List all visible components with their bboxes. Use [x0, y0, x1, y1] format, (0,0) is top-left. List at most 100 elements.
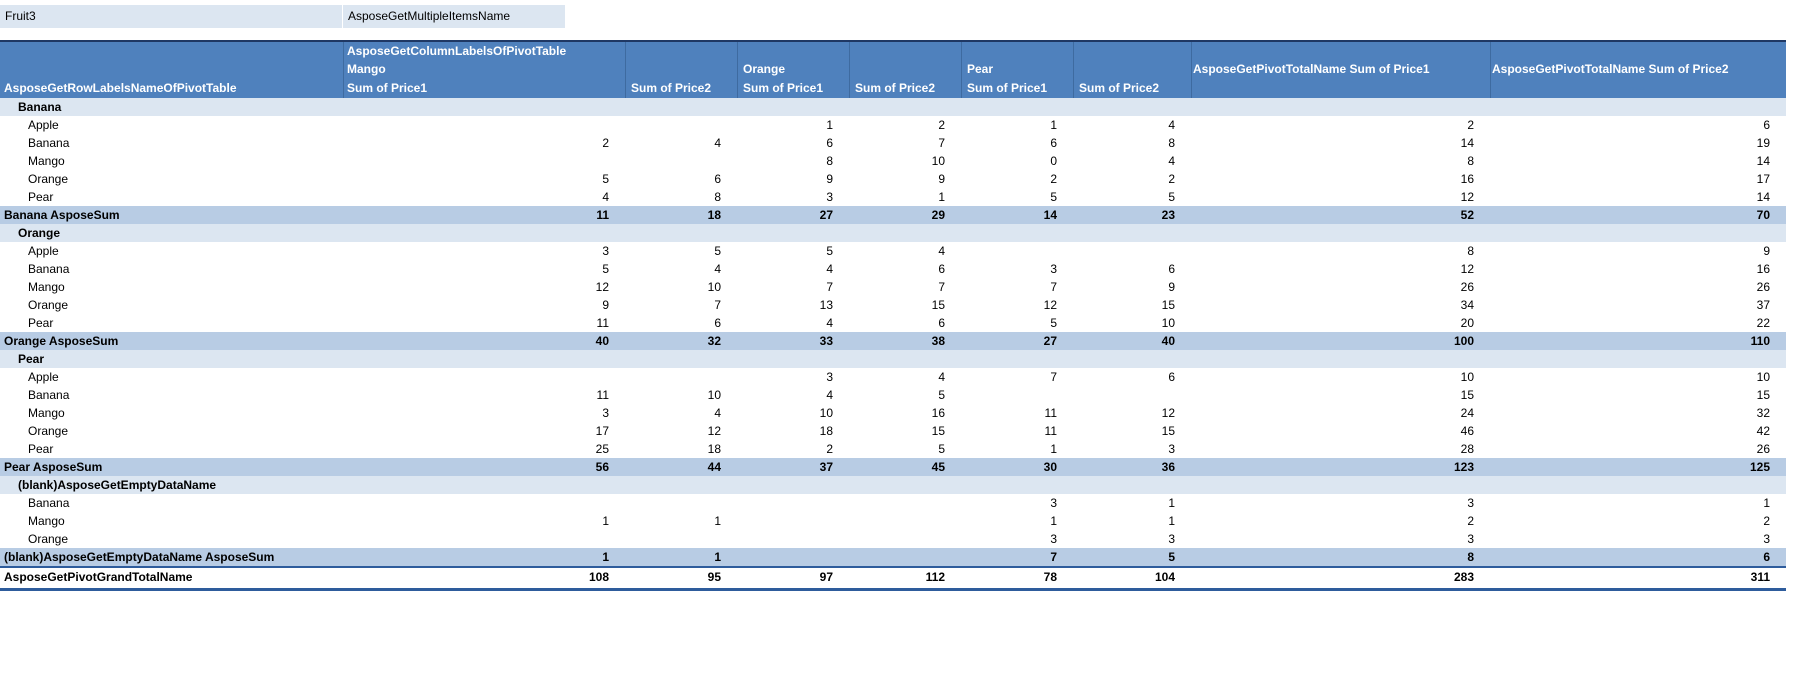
cell-value[interactable]: 1 [1050, 118, 1057, 132]
cell-value[interactable] [1490, 224, 1786, 242]
cell-value[interactable]: 1 [1168, 496, 1175, 510]
cell-value[interactable]: 10 [707, 388, 721, 402]
cell-value[interactable] [625, 98, 737, 116]
cell-value[interactable]: 32 [1756, 406, 1770, 420]
cell-value[interactable]: 6 [1050, 136, 1057, 150]
cell-value[interactable] [1191, 476, 1490, 494]
cell-value[interactable]: 6 [714, 316, 721, 330]
cell-value[interactable] [343, 350, 625, 368]
cell-value[interactable]: 5 [1050, 190, 1057, 204]
cell-value[interactable]: 3 [1467, 532, 1474, 546]
cell-value[interactable]: 3 [826, 190, 833, 204]
cell-value[interactable] [1073, 386, 1191, 404]
row-label[interactable]: Orange [28, 172, 69, 186]
cell-value[interactable]: 20 [1460, 316, 1474, 330]
cell-value[interactable]: 6 [1763, 118, 1770, 132]
cell-value[interactable]: 1 [714, 514, 721, 528]
cell-value[interactable]: 29 [931, 208, 945, 222]
cell-value[interactable]: 16 [1756, 262, 1770, 276]
row-label[interactable]: Orange [28, 298, 69, 312]
cell-value[interactable]: 97 [819, 570, 833, 584]
cell-value[interactable]: 3 [1050, 496, 1057, 510]
row-label[interactable]: Apple [28, 370, 59, 384]
cell-value[interactable]: 12 [595, 280, 609, 294]
cell-value[interactable] [849, 98, 961, 116]
cell-value[interactable] [849, 494, 961, 512]
row-label[interactable]: Pear [28, 442, 54, 456]
cell-value[interactable]: 8 [1168, 136, 1175, 150]
cell-value[interactable]: 11 [596, 388, 609, 402]
row-label[interactable]: Pear [28, 316, 54, 330]
cell-value[interactable]: 3 [1168, 532, 1175, 546]
cell-value[interactable]: 10 [1756, 370, 1770, 384]
cell-value[interactable]: 4 [1168, 118, 1175, 132]
cell-value[interactable] [849, 530, 961, 548]
cell-value[interactable]: 11 [1044, 424, 1057, 438]
cell-value[interactable]: 1 [1050, 514, 1057, 528]
cell-value[interactable] [1490, 476, 1786, 494]
cell-value[interactable]: 1 [602, 550, 609, 564]
cell-value[interactable]: 5 [1168, 550, 1175, 564]
cell-value[interactable]: 5 [1168, 190, 1175, 204]
cell-value[interactable] [625, 494, 737, 512]
cell-value[interactable]: 8 [826, 154, 833, 168]
cell-value[interactable]: 28 [1460, 442, 1474, 456]
cell-value[interactable]: 7 [1050, 370, 1057, 384]
cell-value[interactable]: 104 [1154, 570, 1175, 584]
cell-value[interactable]: 3 [1050, 532, 1057, 546]
cell-value[interactable]: 4 [826, 316, 833, 330]
cell-value[interactable]: 5 [602, 262, 609, 276]
cell-value[interactable] [625, 116, 737, 134]
cell-value[interactable]: 1 [1168, 514, 1175, 528]
cell-value[interactable]: 34 [1460, 298, 1474, 312]
cell-value[interactable]: 26 [1756, 442, 1770, 456]
cell-value[interactable]: 2 [1763, 514, 1770, 528]
cell-value[interactable]: 4 [714, 262, 721, 276]
cell-value[interactable]: 125 [1749, 460, 1770, 474]
cell-value[interactable]: 10 [707, 280, 721, 294]
cell-value[interactable]: 12 [707, 424, 721, 438]
cell-value[interactable]: 17 [1756, 172, 1770, 186]
cell-value[interactable] [849, 476, 961, 494]
row-label[interactable]: AsposeGetPivotGrandTotalName [4, 570, 193, 584]
cell-value[interactable]: 2 [1467, 514, 1474, 528]
cell-value[interactable] [849, 512, 961, 530]
cell-value[interactable] [961, 476, 1073, 494]
cell-value[interactable]: 112 [925, 570, 945, 584]
cell-value[interactable] [1191, 98, 1490, 116]
cell-value[interactable]: 18 [819, 424, 833, 438]
cell-value[interactable]: 52 [1460, 208, 1474, 222]
cell-value[interactable]: 12 [1460, 190, 1474, 204]
cell-value[interactable]: 37 [819, 460, 833, 474]
row-label[interactable]: (blank)AsposeGetEmptyDataName [18, 478, 217, 492]
cell-value[interactable]: 11 [1044, 406, 1057, 420]
cell-value[interactable] [849, 548, 961, 566]
cell-value[interactable] [625, 350, 737, 368]
cell-value[interactable] [343, 224, 625, 242]
filter-field-cell[interactable]: Fruit3 [0, 5, 343, 28]
row-label[interactable]: Orange [18, 226, 61, 240]
cell-value[interactable]: 44 [707, 460, 721, 474]
cell-value[interactable] [1490, 98, 1786, 116]
cell-value[interactable]: 123 [1453, 460, 1474, 474]
cell-value[interactable] [737, 224, 849, 242]
row-label[interactable]: Orange AsposeSum [4, 334, 119, 348]
row-label[interactable]: Banana [28, 496, 70, 510]
cell-value[interactable]: 3 [826, 370, 833, 384]
cell-value[interactable]: 6 [938, 316, 945, 330]
cell-value[interactable]: 2 [1050, 172, 1057, 186]
cell-value[interactable]: 5 [938, 442, 945, 456]
row-label[interactable]: Banana [28, 136, 70, 150]
cell-value[interactable] [1073, 98, 1191, 116]
cell-value[interactable]: 1 [714, 550, 721, 564]
cell-value[interactable]: 4 [826, 388, 833, 402]
cell-value[interactable] [1073, 242, 1191, 260]
cell-value[interactable]: 9 [602, 298, 609, 312]
cell-value[interactable]: 14 [1460, 136, 1474, 150]
cell-value[interactable]: 9 [938, 172, 945, 186]
cell-value[interactable]: 19 [1756, 136, 1770, 150]
cell-value[interactable]: 8 [714, 190, 721, 204]
cell-value[interactable]: 2 [1467, 118, 1474, 132]
cell-value[interactable]: 100 [1453, 334, 1474, 348]
cell-value[interactable] [737, 350, 849, 368]
